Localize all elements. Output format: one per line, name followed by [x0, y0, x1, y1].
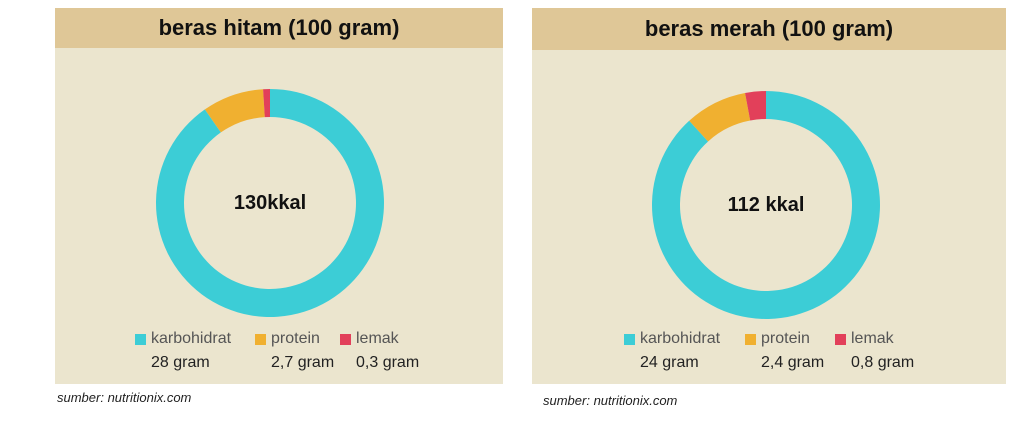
- donut-chart: 130kkal: [155, 89, 384, 317]
- slice-protein: [204, 89, 265, 133]
- chart-title: beras merah (100 gram): [532, 8, 1006, 50]
- legend-item-protein: protein 2,7 gram: [255, 330, 334, 372]
- legend-label: lemak: [851, 330, 894, 347]
- legend: karbohidrat 28 gram protein 2,7 gram lemak 0,…: [55, 330, 503, 380]
- source-note: sumber: nutritionix.com: [543, 393, 678, 408]
- legend-swatch: [255, 333, 266, 345]
- legend-value: 24 gram: [640, 354, 699, 371]
- slice-lemak: [745, 91, 766, 121]
- legend: karbohidrat 24 gram protein 2,4 gram lemak 0,…: [532, 330, 1006, 380]
- legend-value: 28 gram: [151, 354, 210, 371]
- legend-value: 2,7 gram: [271, 354, 335, 371]
- chart-card-beras-merah: beras merah (100 gram) 112 kkal karbohid…: [532, 8, 1006, 384]
- slice-protein: [689, 92, 751, 142]
- legend-swatch: [340, 333, 351, 345]
- donut-chart: 112 kkal: [652, 91, 880, 319]
- legend-swatch: [135, 333, 146, 345]
- legend-label: karbohidrat: [151, 330, 232, 347]
- legend-label: protein: [761, 330, 810, 347]
- legend-item-karbohidrat: karbohidrat 28 gram: [135, 330, 231, 372]
- legend-label: karbohidrat: [640, 330, 721, 347]
- legend-label: protein: [271, 330, 320, 347]
- legend-item-karbohidrat: karbohidrat 24 gram: [624, 330, 720, 372]
- legend-item-lemak: lemak 0,8 gram: [835, 330, 914, 372]
- legend-item-lemak: lemak 0,3 gram: [340, 330, 419, 372]
- center-label: 112 kkal: [728, 194, 805, 216]
- chart-card-beras-hitam: beras hitam (100 gram) 130kkal karbohidr…: [55, 8, 503, 384]
- source-note: sumber: nutritionix.com: [57, 390, 192, 405]
- legend-swatch: [745, 333, 756, 345]
- slice-lemak: [263, 89, 270, 118]
- legend-value: 0,3 gram: [356, 354, 420, 371]
- chart-title: beras hitam (100 gram): [55, 8, 503, 48]
- legend-value: 0,8 gram: [851, 354, 915, 371]
- legend-item-protein: protein 2,4 gram: [745, 330, 824, 372]
- center-label: 130kkal: [234, 192, 306, 214]
- legend-swatch: [835, 333, 846, 345]
- legend-swatch: [624, 333, 635, 345]
- legend-label: lemak: [356, 330, 399, 347]
- legend-value: 2,4 gram: [761, 354, 825, 371]
